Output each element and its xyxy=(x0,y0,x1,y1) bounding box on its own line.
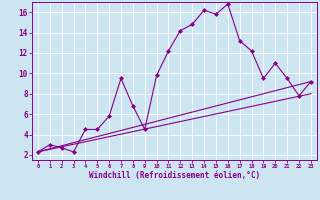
X-axis label: Windchill (Refroidissement éolien,°C): Windchill (Refroidissement éolien,°C) xyxy=(89,171,260,180)
